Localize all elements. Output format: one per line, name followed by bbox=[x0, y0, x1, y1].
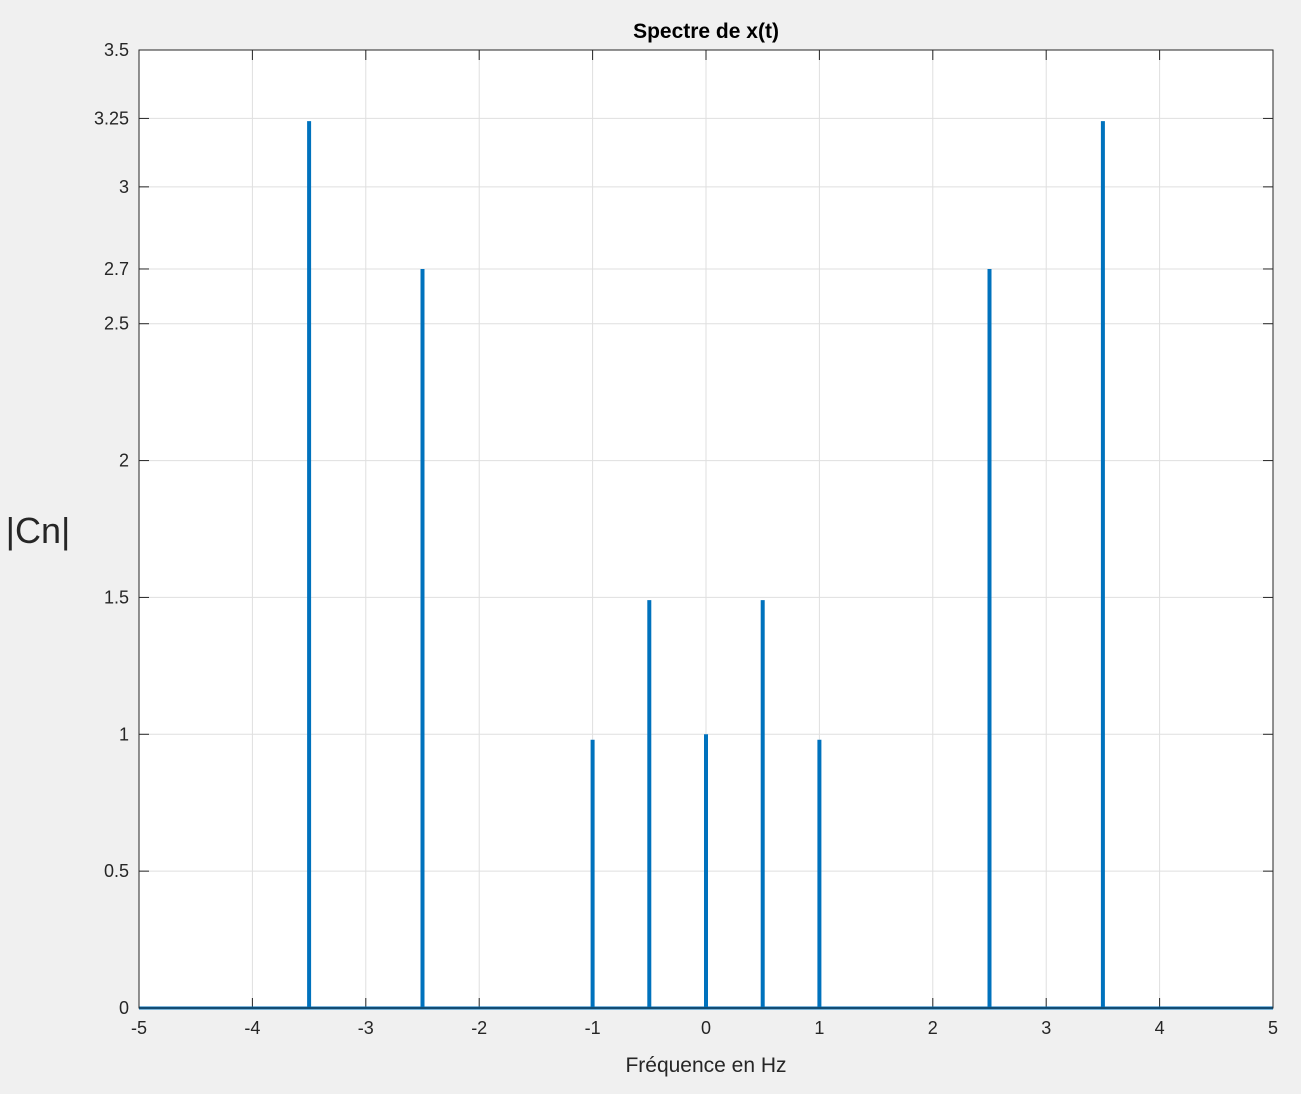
y-tick-label: 1.5 bbox=[104, 587, 129, 607]
y-axis-label: |Cn| bbox=[6, 510, 71, 551]
ticks: -5 -4 -3 -2 -1 0 1 2 3 4 5 0 0.5 1 1.5 2 2.5 2.7 3 3.25 3.5 bbox=[94, 40, 1278, 1038]
x-tick-label: -3 bbox=[358, 1018, 374, 1038]
x-tick-label: 4 bbox=[1155, 1018, 1165, 1038]
x-tick-label: -2 bbox=[471, 1018, 487, 1038]
x-axis-label: Fréquence en Hz bbox=[625, 1054, 786, 1077]
x-tick-label: 5 bbox=[1268, 1018, 1278, 1038]
x-tick-label: -4 bbox=[244, 1018, 260, 1038]
y-tick-label: 2 bbox=[119, 451, 129, 471]
chart-title: Spectre de x(t) bbox=[633, 20, 779, 43]
x-tick-label: 0 bbox=[701, 1018, 711, 1038]
y-tick-label: 2.5 bbox=[104, 314, 129, 334]
x-tick-label: -5 bbox=[131, 1018, 147, 1038]
x-tick-label: 2 bbox=[928, 1018, 938, 1038]
y-tick-label: 3.25 bbox=[94, 108, 129, 128]
y-tick-label: 1 bbox=[119, 724, 129, 744]
x-tick-label: 3 bbox=[1041, 1018, 1051, 1038]
y-tick-label: 2.7 bbox=[104, 259, 129, 279]
y-tick-label: 0 bbox=[119, 998, 129, 1018]
x-tick-label: 1 bbox=[814, 1018, 824, 1038]
axes-box bbox=[138, 49, 1274, 1009]
x-tick-label: -1 bbox=[585, 1018, 601, 1038]
y-tick-label: 3.5 bbox=[104, 40, 129, 60]
y-tick-label: 0.5 bbox=[104, 861, 129, 881]
y-tick-label: 3 bbox=[119, 177, 129, 197]
